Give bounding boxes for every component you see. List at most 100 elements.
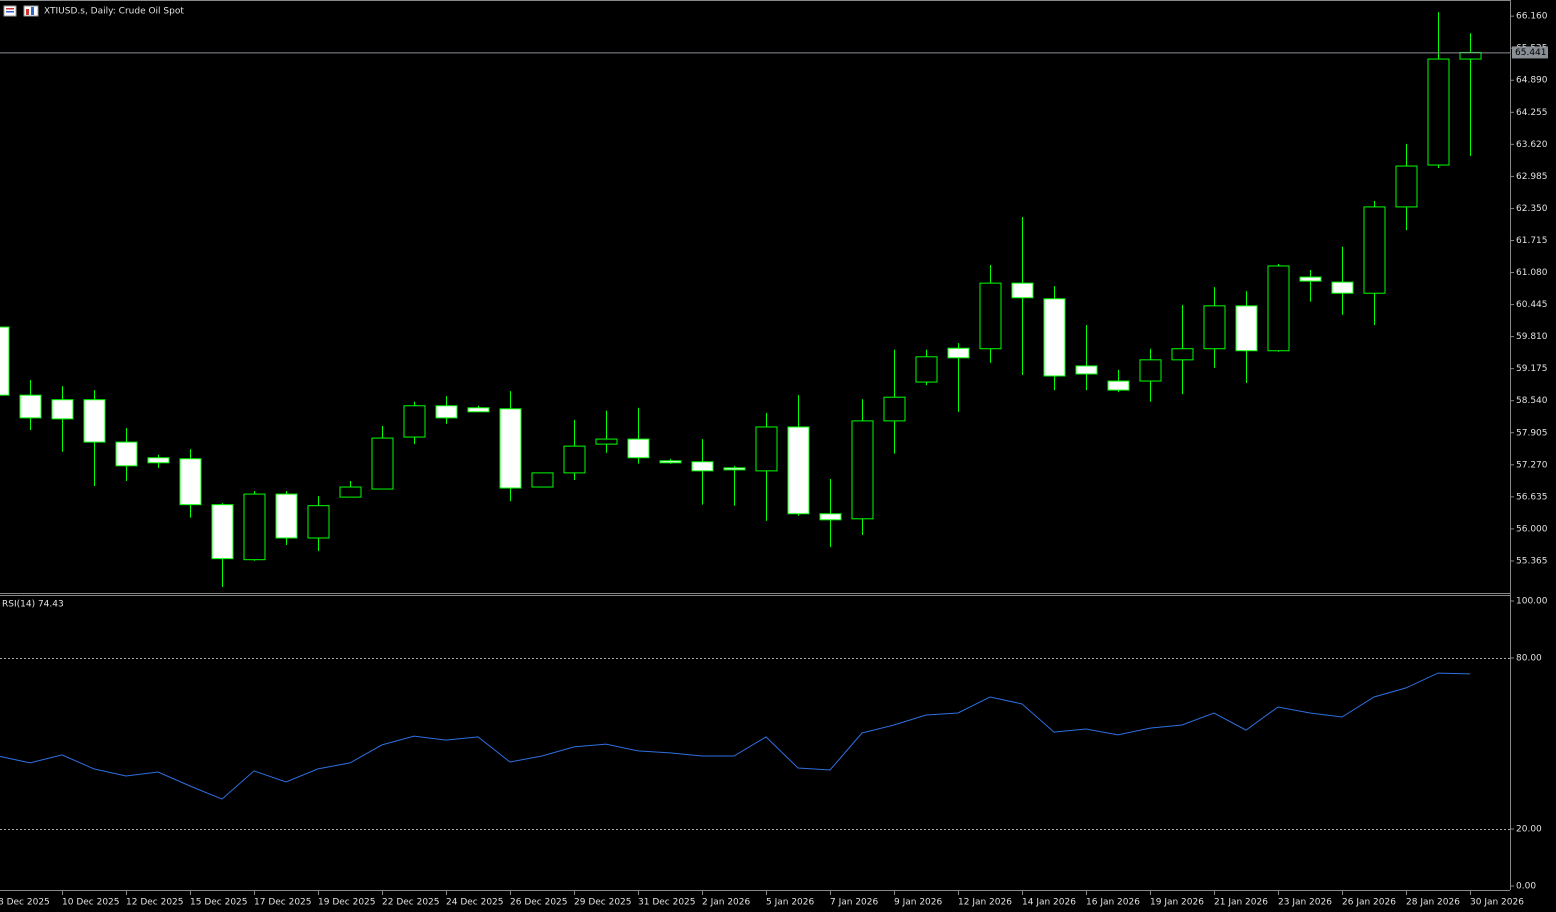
x-tick-label: 10 Dec 2025 (62, 898, 120, 908)
candle-body (499, 408, 522, 489)
x-tick-label: 26 Jan 2026 (1342, 898, 1396, 908)
candle-body (1331, 281, 1354, 294)
candle-body (1011, 282, 1034, 299)
x-tick-label: 9 Jan 2026 (894, 898, 942, 908)
candle-body (115, 441, 138, 467)
candle-body (339, 486, 362, 498)
x-tick-label: 26 Dec 2025 (510, 898, 568, 908)
x-tick-label: 19 Dec 2025 (318, 898, 376, 908)
candle-body (1203, 305, 1226, 350)
rsi-line (0, 672, 1471, 800)
x-tick-label: 24 Dec 2025 (446, 898, 504, 908)
candle-body (595, 438, 618, 445)
candle-body (243, 493, 266, 561)
candle-body (179, 458, 202, 506)
x-tick-label: 22 Dec 2025 (382, 898, 440, 908)
y-tick-label: 58.540 (1516, 396, 1548, 406)
candle-body (51, 399, 74, 420)
candle-body (403, 405, 426, 438)
candle-body (1235, 305, 1258, 352)
candle-body (1267, 265, 1290, 352)
candle-body (915, 356, 938, 383)
last-price-box (1512, 46, 1548, 59)
candle-body (947, 347, 970, 359)
x-tick-label: 2 Jan 2026 (702, 898, 750, 908)
y-tick-label: 20.00 (1516, 825, 1542, 835)
x-tick-label: 29 Dec 2025 (574, 898, 632, 908)
y-tick-label: 61.080 (1516, 268, 1548, 278)
y-tick-label: 0.00 (1516, 882, 1536, 892)
y-tick-label: 56.000 (1516, 524, 1548, 534)
y-tick-label: 64.890 (1516, 76, 1548, 86)
indicator-title: RSI(14) 74.43 (2, 600, 64, 610)
candle-body (531, 472, 554, 488)
candle-body (659, 460, 682, 464)
candle-body (1043, 298, 1066, 377)
y-tick-label: 56.635 (1516, 492, 1548, 502)
x-tick-label: 21 Jan 2026 (1214, 898, 1268, 908)
candle-body (627, 438, 650, 459)
y-tick-label: 57.905 (1516, 428, 1548, 438)
toolbar-icons (3, 5, 39, 17)
candle-body (467, 407, 490, 413)
candle-body (851, 420, 874, 520)
icon (6, 11, 14, 13)
y-tick-label: 100.00 (1516, 596, 1548, 606)
candle-body (1427, 58, 1450, 166)
candle-body (0, 326, 10, 396)
y-tick-label: 63.620 (1516, 140, 1548, 150)
candle-body (787, 426, 810, 515)
y-tick-label: 62.985 (1516, 172, 1548, 182)
x-tick-label: 14 Jan 2026 (1022, 898, 1076, 908)
candle-body (435, 405, 458, 419)
candle-body (211, 504, 234, 560)
candle-body (723, 467, 746, 471)
x-tick-label: 7 Jan 2026 (830, 898, 878, 908)
y-tick-label: 62.350 (1516, 204, 1548, 214)
chart-title: XTIUSD.s, Daily: Crude Oil Spot (44, 7, 184, 17)
x-tick-label: 23 Jan 2026 (1278, 898, 1332, 908)
y-tick-label: 64.255 (1516, 108, 1548, 118)
candle-body (755, 426, 778, 472)
x-tick-label: 5 Jan 2026 (766, 898, 814, 908)
x-tick-label: 28 Jan 2026 (1406, 898, 1460, 908)
y-tick-label: 66.160 (1516, 12, 1548, 22)
y-tick-label: 59.175 (1516, 364, 1548, 374)
candle-body (883, 396, 906, 422)
x-tick-label: 12 Dec 2025 (126, 898, 184, 908)
x-tick-label: 17 Dec 2025 (254, 898, 312, 908)
x-tick-label: 16 Jan 2026 (1086, 898, 1140, 908)
x-tick-label: 8 Dec 2025 (0, 898, 50, 908)
candle-body (691, 461, 714, 472)
candle-body (1299, 276, 1322, 282)
x-tick-label: 30 Jan 2026 (1470, 898, 1524, 908)
candle-body (1363, 206, 1386, 294)
icon (31, 7, 34, 15)
y-tick-label: 57.270 (1516, 460, 1548, 470)
last-price-label: 65.441 (1515, 48, 1547, 58)
candle-body (83, 399, 106, 443)
candle-body (1075, 365, 1098, 375)
candle-body (307, 505, 330, 539)
candle-body (819, 513, 842, 521)
candle-body (147, 457, 170, 464)
y-tick-label: 60.445 (1516, 300, 1548, 310)
y-tick-label: 80.00 (1516, 653, 1542, 663)
candle-body (275, 493, 298, 539)
candle-body (979, 282, 1002, 350)
y-tick-label: 61.715 (1516, 236, 1548, 246)
candle-body (1171, 348, 1194, 361)
y-tick-label: 55.365 (1516, 556, 1548, 566)
candle-body (19, 394, 42, 419)
candle-body (1139, 359, 1162, 382)
icon (6, 8, 14, 10)
candle-body (563, 445, 586, 474)
candle-body (371, 437, 394, 490)
y-tick-label: 59.810 (1516, 332, 1548, 342)
x-tick-label: 12 Jan 2026 (958, 898, 1012, 908)
candle-body (1395, 165, 1418, 208)
x-tick-label: 15 Dec 2025 (190, 898, 248, 908)
